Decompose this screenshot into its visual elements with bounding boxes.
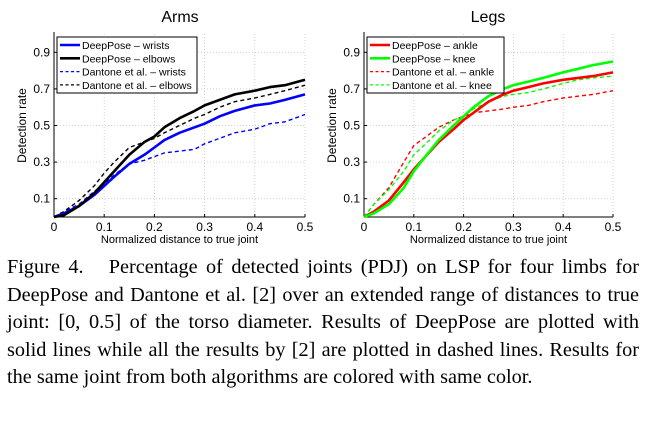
legend-box xyxy=(366,36,505,94)
caption-text: Percentage of detected joints (PDJ) on L… xyxy=(7,256,639,389)
y-tick-label: 0.7 xyxy=(343,82,360,96)
legend-label: Dantone et al. – ankle xyxy=(392,67,494,79)
series-line-deeppose-elbows xyxy=(53,78,306,219)
legend-label: Dantone et al. – elbows xyxy=(82,80,192,92)
legend-label: DeepPose – wrists xyxy=(82,40,170,52)
x-tick-label: 0.2 xyxy=(455,220,472,234)
y-axis-label: Detection rate xyxy=(15,88,29,163)
y-tick-label: 0.9 xyxy=(33,45,50,59)
legend-label: DeepPose – elbows xyxy=(82,53,175,65)
chart-title: Arms xyxy=(161,9,198,26)
y-tick-label: 0.1 xyxy=(343,192,360,206)
x-axis-label: Normalized distance to true joint xyxy=(101,234,258,246)
x-tick-label: 0.3 xyxy=(196,220,213,234)
legend-box xyxy=(56,36,198,94)
y-tick-label: 0.9 xyxy=(343,45,360,59)
y-tick-label: 0.3 xyxy=(343,155,360,169)
x-tick-label: 0.1 xyxy=(405,220,422,234)
series-line-deeppose-knee xyxy=(363,60,614,219)
x-tick-label: 0.1 xyxy=(96,220,113,234)
series-line-dantone-et-al-ankle xyxy=(363,90,614,218)
series-line-dantone-et-al-wrists xyxy=(53,113,306,218)
x-tick-label: 0 xyxy=(51,220,58,234)
y-tick-label: 0.5 xyxy=(343,119,360,133)
x-tick-label: 0.2 xyxy=(146,220,163,234)
x-axis-label: Normalized distance to true joint xyxy=(410,234,567,246)
y-tick-label: 0.5 xyxy=(33,119,50,133)
x-tick-label: 0.5 xyxy=(605,220,622,234)
y-axis-label: Detection rate xyxy=(325,88,339,163)
figure-caption: Figure 4. Percentage of detected joints … xyxy=(7,254,639,392)
series-line-dantone-et-al-elbows xyxy=(53,84,306,218)
caption-label: Figure 4. xyxy=(7,256,84,278)
x-tick-label: 0.4 xyxy=(246,220,263,234)
legend-label: Dantone et al. – knee xyxy=(392,80,492,92)
series-line-deeppose-ankle xyxy=(363,71,614,219)
chart-title: Legs xyxy=(471,9,506,26)
x-tick-label: 0 xyxy=(361,220,368,234)
y-tick-label: 0.1 xyxy=(33,192,50,206)
x-tick-label: 0.5 xyxy=(297,220,314,234)
x-tick-label: 0.4 xyxy=(555,220,572,234)
legend-label: Dantone et al. – wrists xyxy=(82,67,186,79)
y-tick-label: 0.3 xyxy=(33,155,50,169)
legend-label: DeepPose – ankle xyxy=(392,40,478,52)
series-line-dantone-et-al-knee xyxy=(363,75,614,218)
series-line-deeppose-wrists xyxy=(53,93,306,219)
x-tick-label: 0.3 xyxy=(505,220,522,234)
y-tick-label: 0.7 xyxy=(33,82,50,96)
legend-label: DeepPose – knee xyxy=(392,53,476,65)
